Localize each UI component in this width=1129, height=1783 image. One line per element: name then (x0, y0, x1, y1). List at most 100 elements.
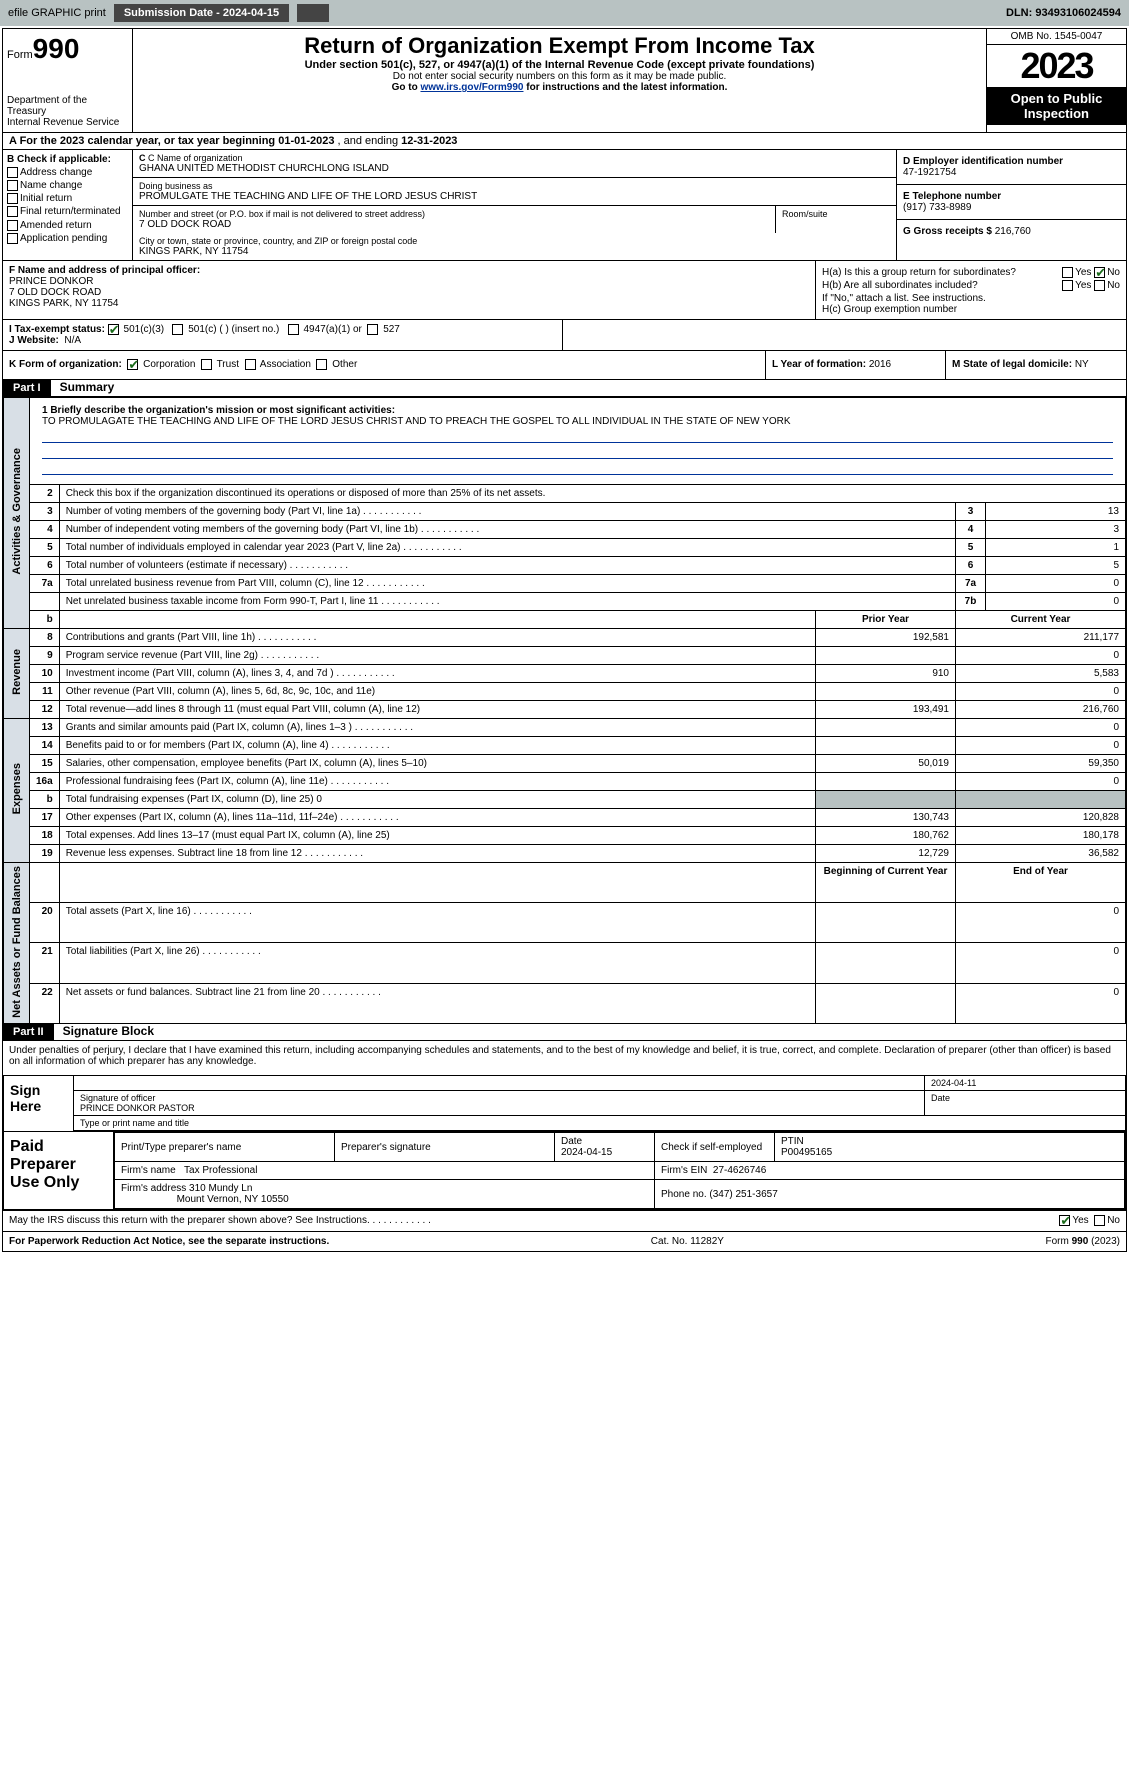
chk-amended[interactable]: Amended return (7, 220, 128, 231)
section-c: C C Name of organization GHANA UNITED ME… (133, 150, 896, 260)
line12: Total revenue—add lines 8 through 11 (mu… (59, 700, 815, 718)
line1-label: 1 Briefly describe the organization's mi… (42, 405, 395, 416)
line9: Program service revenue (Part VIII, line… (59, 646, 815, 664)
perjury-declaration: Under penalties of perjury, I declare th… (3, 1041, 1126, 1071)
hb-no[interactable] (1094, 280, 1105, 291)
chk-other[interactable] (316, 359, 327, 370)
val-l21b (816, 943, 956, 983)
val-l16ac: 0 (956, 772, 1126, 790)
sidebar-expenses: Expenses (11, 763, 23, 814)
val-l11c: 0 (956, 682, 1126, 700)
line19: Revenue less expenses. Subtract line 18 … (59, 844, 815, 862)
section-h: H(a) Is this a group return for subordin… (816, 261, 1126, 319)
line4: Number of independent voting members of … (59, 520, 955, 538)
discuss-no[interactable] (1094, 1215, 1105, 1226)
blank-button[interactable] (297, 4, 329, 22)
val-l7b: 0 (986, 592, 1126, 610)
chk-527[interactable] (367, 324, 378, 335)
line7a: Total unrelated business revenue from Pa… (59, 574, 955, 592)
mission-text: TO PROMULAGATE THE TEACHING AND LIFE OF … (42, 416, 791, 427)
val-l21e: 0 (956, 943, 1126, 983)
page-footer: For Paperwork Reduction Act Notice, see … (3, 1231, 1126, 1251)
firm-name: Tax Professional (184, 1165, 257, 1176)
line18: Total expenses. Add lines 13–17 (must eq… (59, 826, 815, 844)
chk-assoc[interactable] (245, 359, 256, 370)
hdr-prior: Prior Year (816, 610, 956, 628)
chk-501c3[interactable] (108, 324, 119, 335)
room-suite-label: Room/suite (782, 209, 890, 219)
chk-corp[interactable] (127, 359, 138, 370)
hb-label: H(b) Are all subordinates included? (822, 280, 978, 291)
paid-preparer-block: Paid Preparer Use Only Print/Type prepar… (3, 1132, 1126, 1210)
irs-link[interactable]: www.irs.gov/Form990 (420, 82, 523, 93)
form-header: Form990 Department of the Treasury Inter… (3, 29, 1126, 133)
form-title: Return of Organization Exempt From Incom… (137, 33, 982, 59)
ha-no[interactable] (1094, 267, 1105, 278)
form-990-page: Form990 Department of the Treasury Inter… (2, 28, 1127, 1252)
firm-phone: (347) 251-3657 (709, 1189, 777, 1200)
line15: Salaries, other compensation, employee b… (59, 754, 815, 772)
hdr-current: Current Year (956, 610, 1126, 628)
val-l4: 3 (986, 520, 1126, 538)
val-l12c: 216,760 (956, 700, 1126, 718)
val-l22b (816, 983, 956, 1023)
section-d-e-g: D Employer identification number 47-1921… (896, 150, 1126, 260)
line3: Number of voting members of the governin… (59, 502, 955, 520)
form-number: Form990 (7, 33, 128, 65)
phone-value: (917) 733-8989 (903, 202, 971, 213)
form-subtitle: Under section 501(c), 527, or 4947(a)(1)… (137, 59, 982, 71)
val-l13c: 0 (956, 718, 1126, 736)
phone-label: E Telephone number (903, 191, 1001, 202)
val-l5: 1 (986, 538, 1126, 556)
section-b-c-d: B Check if applicable: Address change Na… (3, 150, 1126, 261)
line11: Other revenue (Part VIII, column (A), li… (59, 682, 815, 700)
sign-here-block: Sign Here 2024-04-11 Signature of office… (3, 1075, 1126, 1132)
row-i-j: I Tax-exempt status: 501(c)(3) 501(c) ( … (3, 320, 1126, 351)
val-l7a: 0 (986, 574, 1126, 592)
chk-4947[interactable] (288, 324, 299, 335)
officer-sig-name: PRINCE DONKOR PASTOR (80, 1103, 195, 1113)
line7b: Net unrelated business taxable income fr… (59, 592, 955, 610)
chk-501c[interactable] (172, 324, 183, 335)
omb-number: OMB No. 1545-0047 (987, 29, 1126, 45)
discuss-yes[interactable] (1059, 1215, 1070, 1226)
chk-final-return[interactable]: Final return/terminated (7, 206, 128, 217)
line8: Contributions and grants (Part VIII, lin… (59, 628, 815, 646)
self-employed-check[interactable]: Check if self-employed (661, 1142, 762, 1153)
prep-date: 2024-04-15 (561, 1147, 612, 1158)
chk-initial-return[interactable]: Initial return (7, 193, 128, 204)
line6: Total number of volunteers (estimate if … (59, 556, 955, 574)
val-l16ap (816, 772, 956, 790)
line16a: Professional fundraising fees (Part IX, … (59, 772, 815, 790)
chk-trust[interactable] (201, 359, 212, 370)
line14: Benefits paid to or for members (Part IX… (59, 736, 815, 754)
val-l14p (816, 736, 956, 754)
row-k-l-m: K Form of organization: Corporation Trus… (3, 351, 1126, 379)
chk-address-change[interactable]: Address change (7, 167, 128, 178)
val-l17c: 120,828 (956, 808, 1126, 826)
val-l17p: 130,743 (816, 808, 956, 826)
val-l3: 13 (986, 502, 1126, 520)
summary-table: Activities & Governance 1 Briefly descri… (3, 397, 1126, 1025)
val-l9p (816, 646, 956, 664)
paperwork-notice: For Paperwork Reduction Act Notice, see … (9, 1236, 329, 1247)
ein-label: D Employer identification number (903, 156, 1063, 167)
street-address: 7 OLD DOCK ROAD (139, 219, 769, 230)
val-l22e: 0 (956, 983, 1126, 1023)
firm-addr2: Mount Vernon, NY 10550 (177, 1194, 289, 1205)
ha-yes[interactable] (1062, 267, 1073, 278)
line13: Grants and similar amounts paid (Part IX… (59, 718, 815, 736)
hc-label: H(c) Group exemption number (822, 304, 1120, 315)
chk-name-change[interactable]: Name change (7, 180, 128, 191)
hb-yes[interactable] (1062, 280, 1073, 291)
state-domicile: NY (1075, 359, 1089, 370)
line16b: Total fundraising expenses (Part IX, col… (59, 790, 815, 808)
line17: Other expenses (Part IX, column (A), lin… (59, 808, 815, 826)
chk-pending[interactable]: Application pending (7, 233, 128, 244)
val-l13p (816, 718, 956, 736)
type-name-label: Type or print name and title (74, 1116, 1125, 1130)
submission-date-button[interactable]: Submission Date - 2024-04-15 (114, 4, 289, 22)
sidebar-governance: Activities & Governance (11, 448, 23, 575)
val-l18c: 180,178 (956, 826, 1126, 844)
line2: Check this box if the organization disco… (66, 488, 546, 499)
